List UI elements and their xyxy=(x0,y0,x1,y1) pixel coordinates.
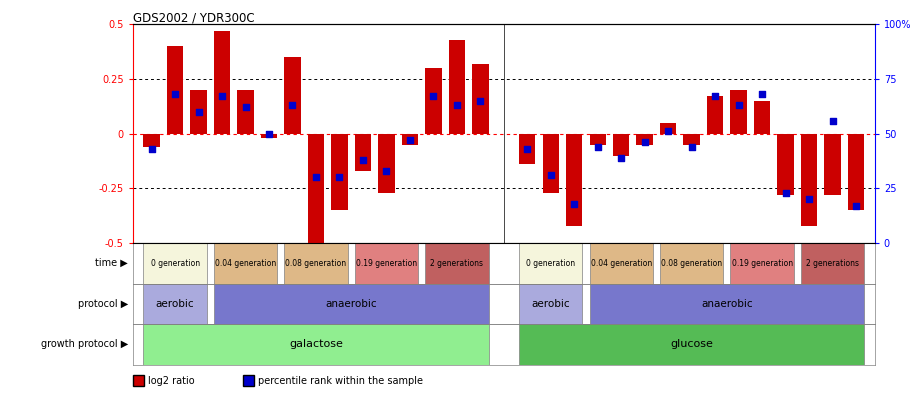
Point xyxy=(145,146,159,152)
Point xyxy=(802,196,816,202)
Text: glucose: glucose xyxy=(671,339,713,349)
Bar xyxy=(425,243,488,284)
Bar xyxy=(213,31,230,134)
Bar xyxy=(683,134,700,145)
Bar xyxy=(613,134,629,156)
Bar xyxy=(144,243,207,284)
Point xyxy=(238,104,253,111)
Bar xyxy=(637,134,653,145)
Point xyxy=(191,109,206,115)
Text: 0 generation: 0 generation xyxy=(150,259,200,268)
Bar xyxy=(519,284,583,324)
Bar xyxy=(144,324,488,364)
Bar xyxy=(213,243,278,284)
Point xyxy=(333,174,347,181)
Point xyxy=(309,174,323,181)
Point xyxy=(426,93,441,100)
Point xyxy=(262,130,277,137)
Bar xyxy=(284,243,348,284)
Bar xyxy=(425,68,442,134)
Point xyxy=(755,91,769,98)
Bar xyxy=(519,243,583,284)
Text: galactose: galactose xyxy=(289,339,343,349)
Bar xyxy=(707,96,724,134)
Point xyxy=(638,139,652,146)
Text: 0.19 generation: 0.19 generation xyxy=(732,259,792,268)
Bar xyxy=(519,134,536,164)
Bar xyxy=(730,90,747,134)
Bar xyxy=(284,57,300,134)
Text: 0.19 generation: 0.19 generation xyxy=(355,259,417,268)
Text: 0.04 generation: 0.04 generation xyxy=(591,259,652,268)
Text: percentile rank within the sample: percentile rank within the sample xyxy=(258,376,423,386)
Point xyxy=(660,128,675,135)
Bar xyxy=(754,101,770,134)
Text: 0 generation: 0 generation xyxy=(526,259,575,268)
Bar xyxy=(730,243,794,284)
Text: log2 ratio: log2 ratio xyxy=(148,376,195,386)
Bar xyxy=(801,243,864,284)
Bar xyxy=(590,284,864,324)
Text: protocol ▶: protocol ▶ xyxy=(78,299,128,309)
Point xyxy=(214,93,229,100)
Point xyxy=(731,102,746,109)
Text: 0.04 generation: 0.04 generation xyxy=(215,259,276,268)
Text: growth protocol ▶: growth protocol ▶ xyxy=(41,339,128,349)
Bar xyxy=(191,90,207,134)
Bar xyxy=(519,324,864,364)
Bar xyxy=(660,123,676,134)
Bar xyxy=(167,46,183,134)
Bar xyxy=(660,243,724,284)
Point xyxy=(848,202,863,209)
Bar xyxy=(332,134,348,210)
Point xyxy=(543,172,558,179)
Point xyxy=(684,143,699,150)
Bar xyxy=(848,134,864,210)
Bar xyxy=(801,134,817,226)
Point xyxy=(355,157,370,163)
Bar xyxy=(308,134,324,243)
Text: aerobic: aerobic xyxy=(156,299,194,309)
Text: time ▶: time ▶ xyxy=(95,258,128,268)
Bar xyxy=(213,284,488,324)
Bar xyxy=(261,134,278,138)
Bar xyxy=(401,134,418,145)
Bar xyxy=(144,284,207,324)
Bar xyxy=(378,134,395,193)
Bar xyxy=(566,134,583,226)
Bar xyxy=(542,134,559,193)
Point xyxy=(567,200,582,207)
Bar xyxy=(354,243,418,284)
Text: aerobic: aerobic xyxy=(531,299,570,309)
Point xyxy=(168,91,182,98)
Point xyxy=(402,137,417,143)
Text: GDS2002 / YDR300C: GDS2002 / YDR300C xyxy=(133,11,255,24)
Text: anaerobic: anaerobic xyxy=(325,299,377,309)
Point xyxy=(473,98,487,104)
Bar xyxy=(237,90,254,134)
Point xyxy=(285,102,300,109)
Bar xyxy=(590,134,606,145)
Bar xyxy=(590,243,653,284)
Point xyxy=(591,143,605,150)
Bar xyxy=(144,134,159,147)
Text: 2 generations: 2 generations xyxy=(431,259,484,268)
Bar xyxy=(472,64,488,134)
Text: 0.08 generation: 0.08 generation xyxy=(286,259,346,268)
Point xyxy=(379,168,394,174)
Point xyxy=(708,93,723,100)
Text: 0.08 generation: 0.08 generation xyxy=(661,259,722,268)
Bar xyxy=(824,134,841,195)
Point xyxy=(825,117,840,124)
Bar xyxy=(449,40,465,134)
Text: anaerobic: anaerobic xyxy=(701,299,753,309)
Bar xyxy=(778,134,794,195)
Point xyxy=(779,190,793,196)
Bar xyxy=(354,134,371,171)
Point xyxy=(450,102,464,109)
Point xyxy=(520,146,535,152)
Point xyxy=(614,154,628,161)
Text: 2 generations: 2 generations xyxy=(806,259,859,268)
